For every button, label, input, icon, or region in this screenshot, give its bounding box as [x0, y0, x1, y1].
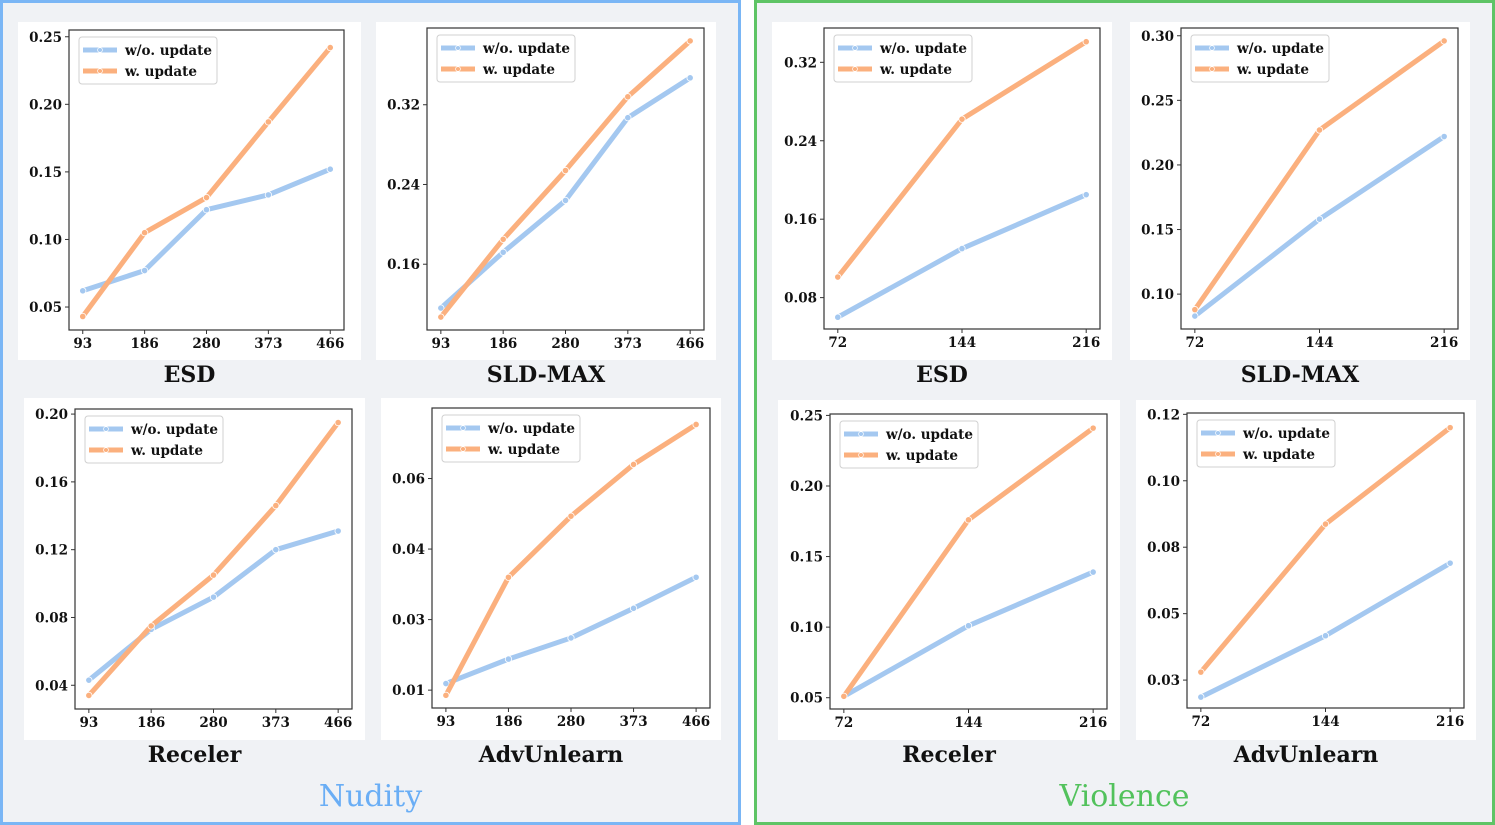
- subplot-xlabel: SLD-MAX: [486, 362, 606, 388]
- subplot-nudity-esd: [18, 22, 361, 360]
- subplot-violence-sld-max: [1130, 22, 1470, 360]
- subplot-xlabel: AdvUnlearn: [478, 742, 624, 768]
- subplot-xlabel: ESD: [163, 362, 216, 388]
- subplot-nudity-advunlearn: [381, 398, 721, 740]
- nudity-panel-title: Nudity: [318, 779, 423, 814]
- subplot-violence-receler: [778, 400, 1120, 740]
- subplot-violence-advunlearn: [1136, 400, 1476, 740]
- violence-panel-title: Violence: [1059, 779, 1190, 814]
- subplot-violence-esd: [772, 22, 1112, 360]
- subplot-xlabel: ESD: [916, 362, 968, 388]
- subplot-xlabel: AdvUnlearn: [1233, 742, 1379, 768]
- subplot-xlabel: Receler: [902, 742, 996, 768]
- subplot-xlabel: SLD-MAX: [1240, 362, 1360, 388]
- subplot-nudity-sld-max: [376, 22, 716, 360]
- subplot-xlabel: Receler: [147, 742, 242, 768]
- subplot-nudity-receler: [24, 398, 365, 740]
